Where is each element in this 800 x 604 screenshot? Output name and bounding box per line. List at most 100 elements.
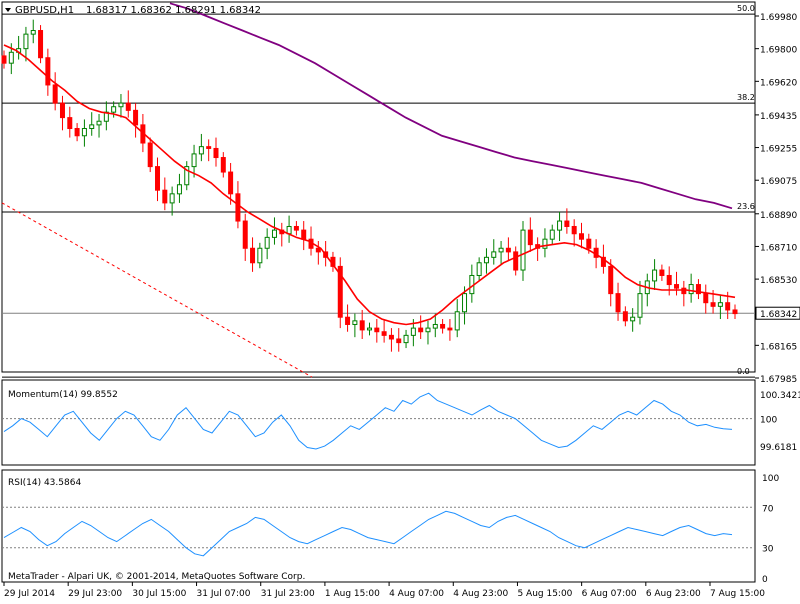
- candle: [125, 90, 131, 118]
- candle-body: [388, 334, 394, 340]
- candle-body: [67, 117, 73, 130]
- footer-copyright: MetaTrader - Alpari UK, © 2001-2014, Met…: [8, 572, 305, 582]
- candle-body: [571, 225, 577, 235]
- candle-body: [710, 302, 716, 307]
- time-tick-label: 1 Aug 15:00: [325, 589, 380, 599]
- candle: [630, 308, 636, 332]
- candle-body: [89, 124, 95, 130]
- candle: [505, 237, 511, 261]
- candle: [279, 222, 285, 247]
- candle: [381, 319, 387, 343]
- candle: [103, 101, 109, 131]
- main-pane-frame: [1, 1, 756, 373]
- momentum-pane: 100.3421 100 99.6181: [2, 391, 800, 453]
- time-tick-label: 31 Jul 07:00: [197, 589, 251, 599]
- candle: [527, 217, 533, 252]
- descending-trendline: [1, 202, 313, 378]
- candle-body: [118, 102, 124, 108]
- candle: [418, 315, 424, 339]
- candle: [96, 113, 102, 138]
- candle: [206, 139, 212, 162]
- candle: [717, 295, 723, 320]
- candle-body: [454, 311, 460, 331]
- price-tick-label: 1.68165: [760, 342, 797, 352]
- candle: [557, 211, 563, 242]
- candle-body: [418, 327, 424, 333]
- candle-body: [725, 302, 731, 311]
- candle: [74, 123, 80, 142]
- time-tick-label: 7 Aug 15:00: [710, 589, 765, 599]
- candle-body: [257, 247, 263, 264]
- candle: [388, 328, 394, 352]
- moving-averages: [3, 2, 736, 326]
- rsi-pane-frame: [1, 469, 756, 583]
- candle: [23, 26, 29, 62]
- candle-body: [440, 323, 446, 329]
- candle-body: [96, 120, 102, 126]
- dropdown-triangle-icon[interactable]: [5, 8, 11, 12]
- price-tick-label: 1.69255: [760, 145, 797, 155]
- candle-body: [293, 225, 299, 231]
- rsi-title: RSI(14) 43.5864: [8, 478, 81, 488]
- time-tick-label: 4 Aug 07:00: [389, 589, 444, 599]
- price-axis: 1.69980 1.69800 1.69620 1.69435 1.69255 1.690…: [755, 13, 800, 385]
- candle-body: [1, 55, 7, 64]
- candle-body: [352, 320, 358, 325]
- candle-body: [111, 106, 117, 113]
- momentum-tick-label: 100: [760, 416, 777, 426]
- candle: [1, 50, 7, 69]
- candle-body: [176, 184, 182, 195]
- price-tick-label: 1.68890: [760, 211, 797, 221]
- candle-body: [250, 247, 256, 264]
- candle: [67, 106, 73, 138]
- candle: [250, 237, 256, 272]
- candle: [703, 284, 709, 314]
- candle-body: [483, 256, 489, 264]
- candle-body: [564, 220, 570, 227]
- candle-body: [184, 166, 190, 186]
- candle-body: [206, 146, 212, 149]
- candle-body: [425, 327, 431, 333]
- time-tick-label: 6 Aug 07:00: [582, 589, 637, 599]
- candle-body: [681, 287, 687, 295]
- fib-level-label: 23.6: [737, 202, 755, 211]
- candle: [213, 137, 219, 167]
- price-tick-label: 1.69620: [760, 78, 797, 88]
- candle: [162, 177, 168, 211]
- candle-body: [59, 102, 65, 119]
- candle: [374, 319, 380, 343]
- candle: [38, 25, 44, 64]
- candle-body: [476, 262, 482, 276]
- candle-body: [264, 236, 270, 249]
- candle: [220, 152, 226, 178]
- candle: [476, 257, 482, 281]
- candle-body: [674, 284, 680, 289]
- candle-body: [491, 251, 497, 258]
- candle-body: [403, 334, 409, 344]
- candle: [674, 271, 680, 296]
- rsi-tick-label: 30: [762, 545, 774, 555]
- candle-body: [301, 229, 307, 240]
- candle-body: [374, 327, 380, 333]
- time-tick-label: 29 Jul 2014: [4, 589, 55, 599]
- candle: [301, 221, 307, 251]
- candle-body: [271, 229, 277, 238]
- candle: [359, 309, 365, 339]
- candles: [1, 19, 738, 352]
- candle: [337, 257, 343, 329]
- candle: [352, 313, 358, 338]
- candle-body: [666, 274, 672, 286]
- candle-body: [578, 233, 584, 240]
- candle-body: [652, 269, 658, 282]
- candle-body: [513, 251, 519, 271]
- candle-body: [630, 316, 636, 322]
- current-price-label: 1.68342: [760, 310, 797, 320]
- candle-body: [527, 229, 533, 246]
- candle: [45, 48, 51, 96]
- candle-body: [337, 265, 343, 318]
- candle: [578, 222, 584, 249]
- current-price-box: [755, 306, 800, 320]
- candle-body: [169, 193, 175, 204]
